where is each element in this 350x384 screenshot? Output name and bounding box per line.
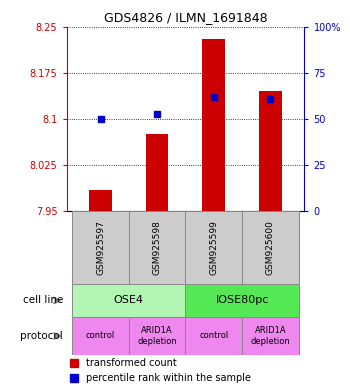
Title: GDS4826 / ILMN_1691848: GDS4826 / ILMN_1691848 [104, 11, 267, 24]
Bar [89, 190, 112, 211]
Bar [259, 91, 282, 211]
Text: IOSE80pc: IOSE80pc [216, 295, 269, 306]
Bar [72, 317, 129, 355]
Text: cell line: cell line [23, 295, 63, 306]
Text: ARID1A
depletion: ARID1A depletion [137, 326, 177, 346]
Text: protocol: protocol [20, 331, 63, 341]
Bar [146, 134, 168, 211]
Text: GSM925598: GSM925598 [153, 220, 162, 275]
Text: control: control [86, 331, 115, 341]
Text: ARID1A
depletion: ARID1A depletion [251, 326, 290, 346]
Text: GSM925599: GSM925599 [209, 220, 218, 275]
Bar [242, 211, 299, 284]
Text: GSM925600: GSM925600 [266, 220, 275, 275]
Bar [186, 284, 299, 317]
Bar [186, 317, 242, 355]
Text: OSE4: OSE4 [114, 295, 144, 306]
Text: GSM925597: GSM925597 [96, 220, 105, 275]
Bar [129, 317, 186, 355]
Text: transformed count: transformed count [85, 358, 176, 368]
Bar [203, 39, 225, 211]
Bar [242, 317, 299, 355]
Bar [72, 211, 129, 284]
Text: percentile rank within the sample: percentile rank within the sample [85, 372, 251, 383]
Text: control: control [199, 331, 229, 341]
Bar [72, 284, 186, 317]
Bar [186, 211, 242, 284]
Bar [129, 211, 186, 284]
